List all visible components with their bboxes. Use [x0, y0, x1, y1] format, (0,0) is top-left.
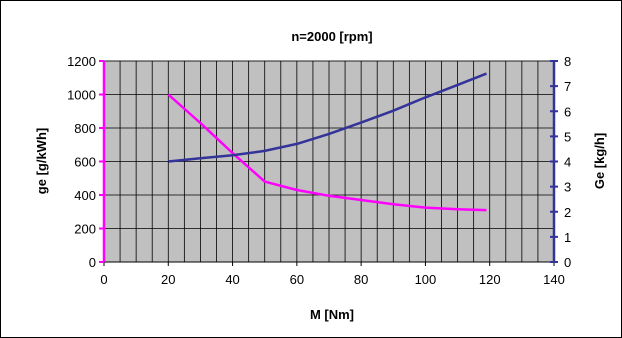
x-axis-label: M [Nm] — [310, 307, 354, 322]
chart-title: n=2000 [rpm] — [291, 29, 372, 44]
x-tick-label: 120 — [479, 272, 501, 287]
y-left-tick-label: 400 — [74, 188, 96, 203]
y-right-tick-label: 4 — [564, 155, 571, 170]
y-left-tick-label: 1000 — [67, 88, 96, 103]
y-right-tick-label: 5 — [564, 129, 571, 144]
x-tick-label: 40 — [225, 272, 239, 287]
y-left-tick-label: 0 — [89, 255, 96, 270]
x-tick-label: 100 — [415, 272, 437, 287]
x-tick-label: 140 — [543, 272, 565, 287]
x-tick-label: 20 — [161, 272, 175, 287]
y-right-tick-label: 6 — [564, 104, 571, 119]
x-tick-label: 80 — [354, 272, 368, 287]
y-axis-right-label: Ge [kg/h] — [592, 133, 607, 189]
y-right-tick-label: 2 — [564, 205, 571, 220]
y-right-tick-label: 1 — [564, 230, 571, 245]
y-left-tick-label: 600 — [74, 155, 96, 170]
series-line-ge-kg-h — [168, 72, 487, 163]
series-line-ge-g-kwh — [167, 93, 487, 212]
y-axis-left-label: ge [g/kWh] — [34, 128, 49, 194]
y-left-tick-label: 1200 — [67, 54, 96, 69]
x-tick-label: 60 — [290, 272, 304, 287]
y-left-tick-label: 200 — [74, 222, 96, 237]
y-right-tick-label: 7 — [564, 79, 571, 94]
x-tick-label: 0 — [100, 272, 107, 287]
y-right-tick-label: 8 — [564, 54, 571, 69]
y-right-tick-label: 3 — [564, 180, 571, 195]
y-right-tick-label: 0 — [564, 255, 571, 270]
y-left-tick-label: 800 — [74, 121, 96, 136]
